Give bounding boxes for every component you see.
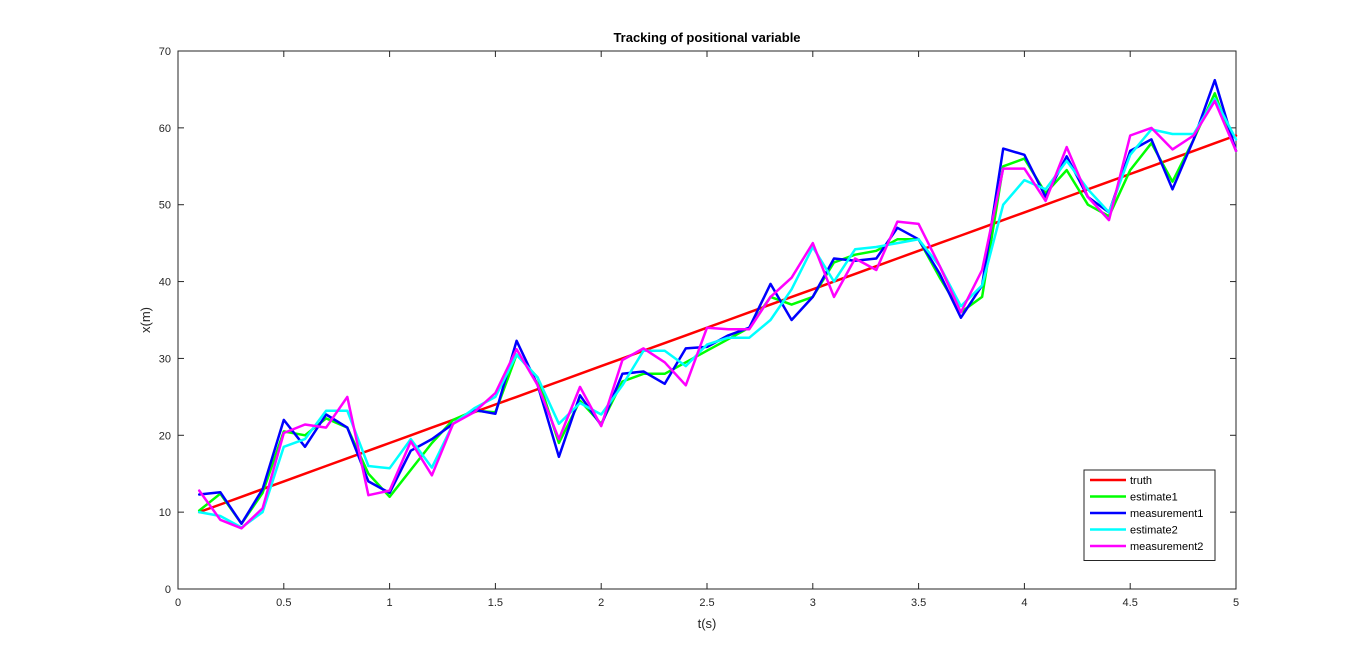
x-tick-label: 1.5 — [488, 597, 503, 609]
series-line-measurement2 — [197, 99, 1238, 530]
plot-area — [177, 50, 1237, 590]
x-tick-label: 0.5 — [276, 597, 291, 609]
y-tick-label: 60 — [159, 123, 171, 135]
y-tick-label: 30 — [159, 353, 171, 365]
x-tick-label: 2.5 — [699, 597, 714, 609]
legend-label-estimate2: estimate2 — [1130, 525, 1178, 537]
x-tick-label: 3.5 — [911, 597, 926, 609]
series-line-truth — [197, 134, 1238, 514]
y-tick-label: 40 — [159, 277, 171, 289]
x-tick-label: 1 — [387, 597, 393, 609]
chart-title: Tracking of positional variable — [613, 30, 800, 45]
x-tick-label: 2 — [598, 597, 604, 609]
legend-label-measurement2: measurement2 — [1130, 541, 1203, 553]
y-tick-label: 70 — [159, 46, 171, 58]
x-axis-label: t(s) — [698, 616, 717, 631]
x-tick-label: 4 — [1021, 597, 1027, 609]
y-tick-label: 10 — [159, 507, 171, 519]
legend-label-measurement1: measurement1 — [1130, 508, 1203, 520]
y-tick-label: 50 — [159, 200, 171, 212]
x-tick-label: 4.5 — [1123, 597, 1138, 609]
x-tick-label: 3 — [810, 597, 816, 609]
x-tick-label: 5 — [1233, 597, 1239, 609]
legend-label-estimate1: estimate1 — [1130, 492, 1178, 504]
legend-label-truth: truth — [1130, 475, 1152, 487]
y-tick-label: 0 — [165, 584, 171, 596]
series-line-estimate2 — [197, 97, 1238, 529]
series-line-estimate1 — [197, 92, 1238, 525]
x-tick-label: 0 — [175, 597, 181, 609]
legend: truth estimate1 measurement1 estimate2 measu… — [1083, 469, 1216, 561]
y-tick-label: 20 — [159, 430, 171, 442]
series-lines — [197, 78, 1238, 530]
y-axis-label: x(m) — [138, 307, 153, 333]
